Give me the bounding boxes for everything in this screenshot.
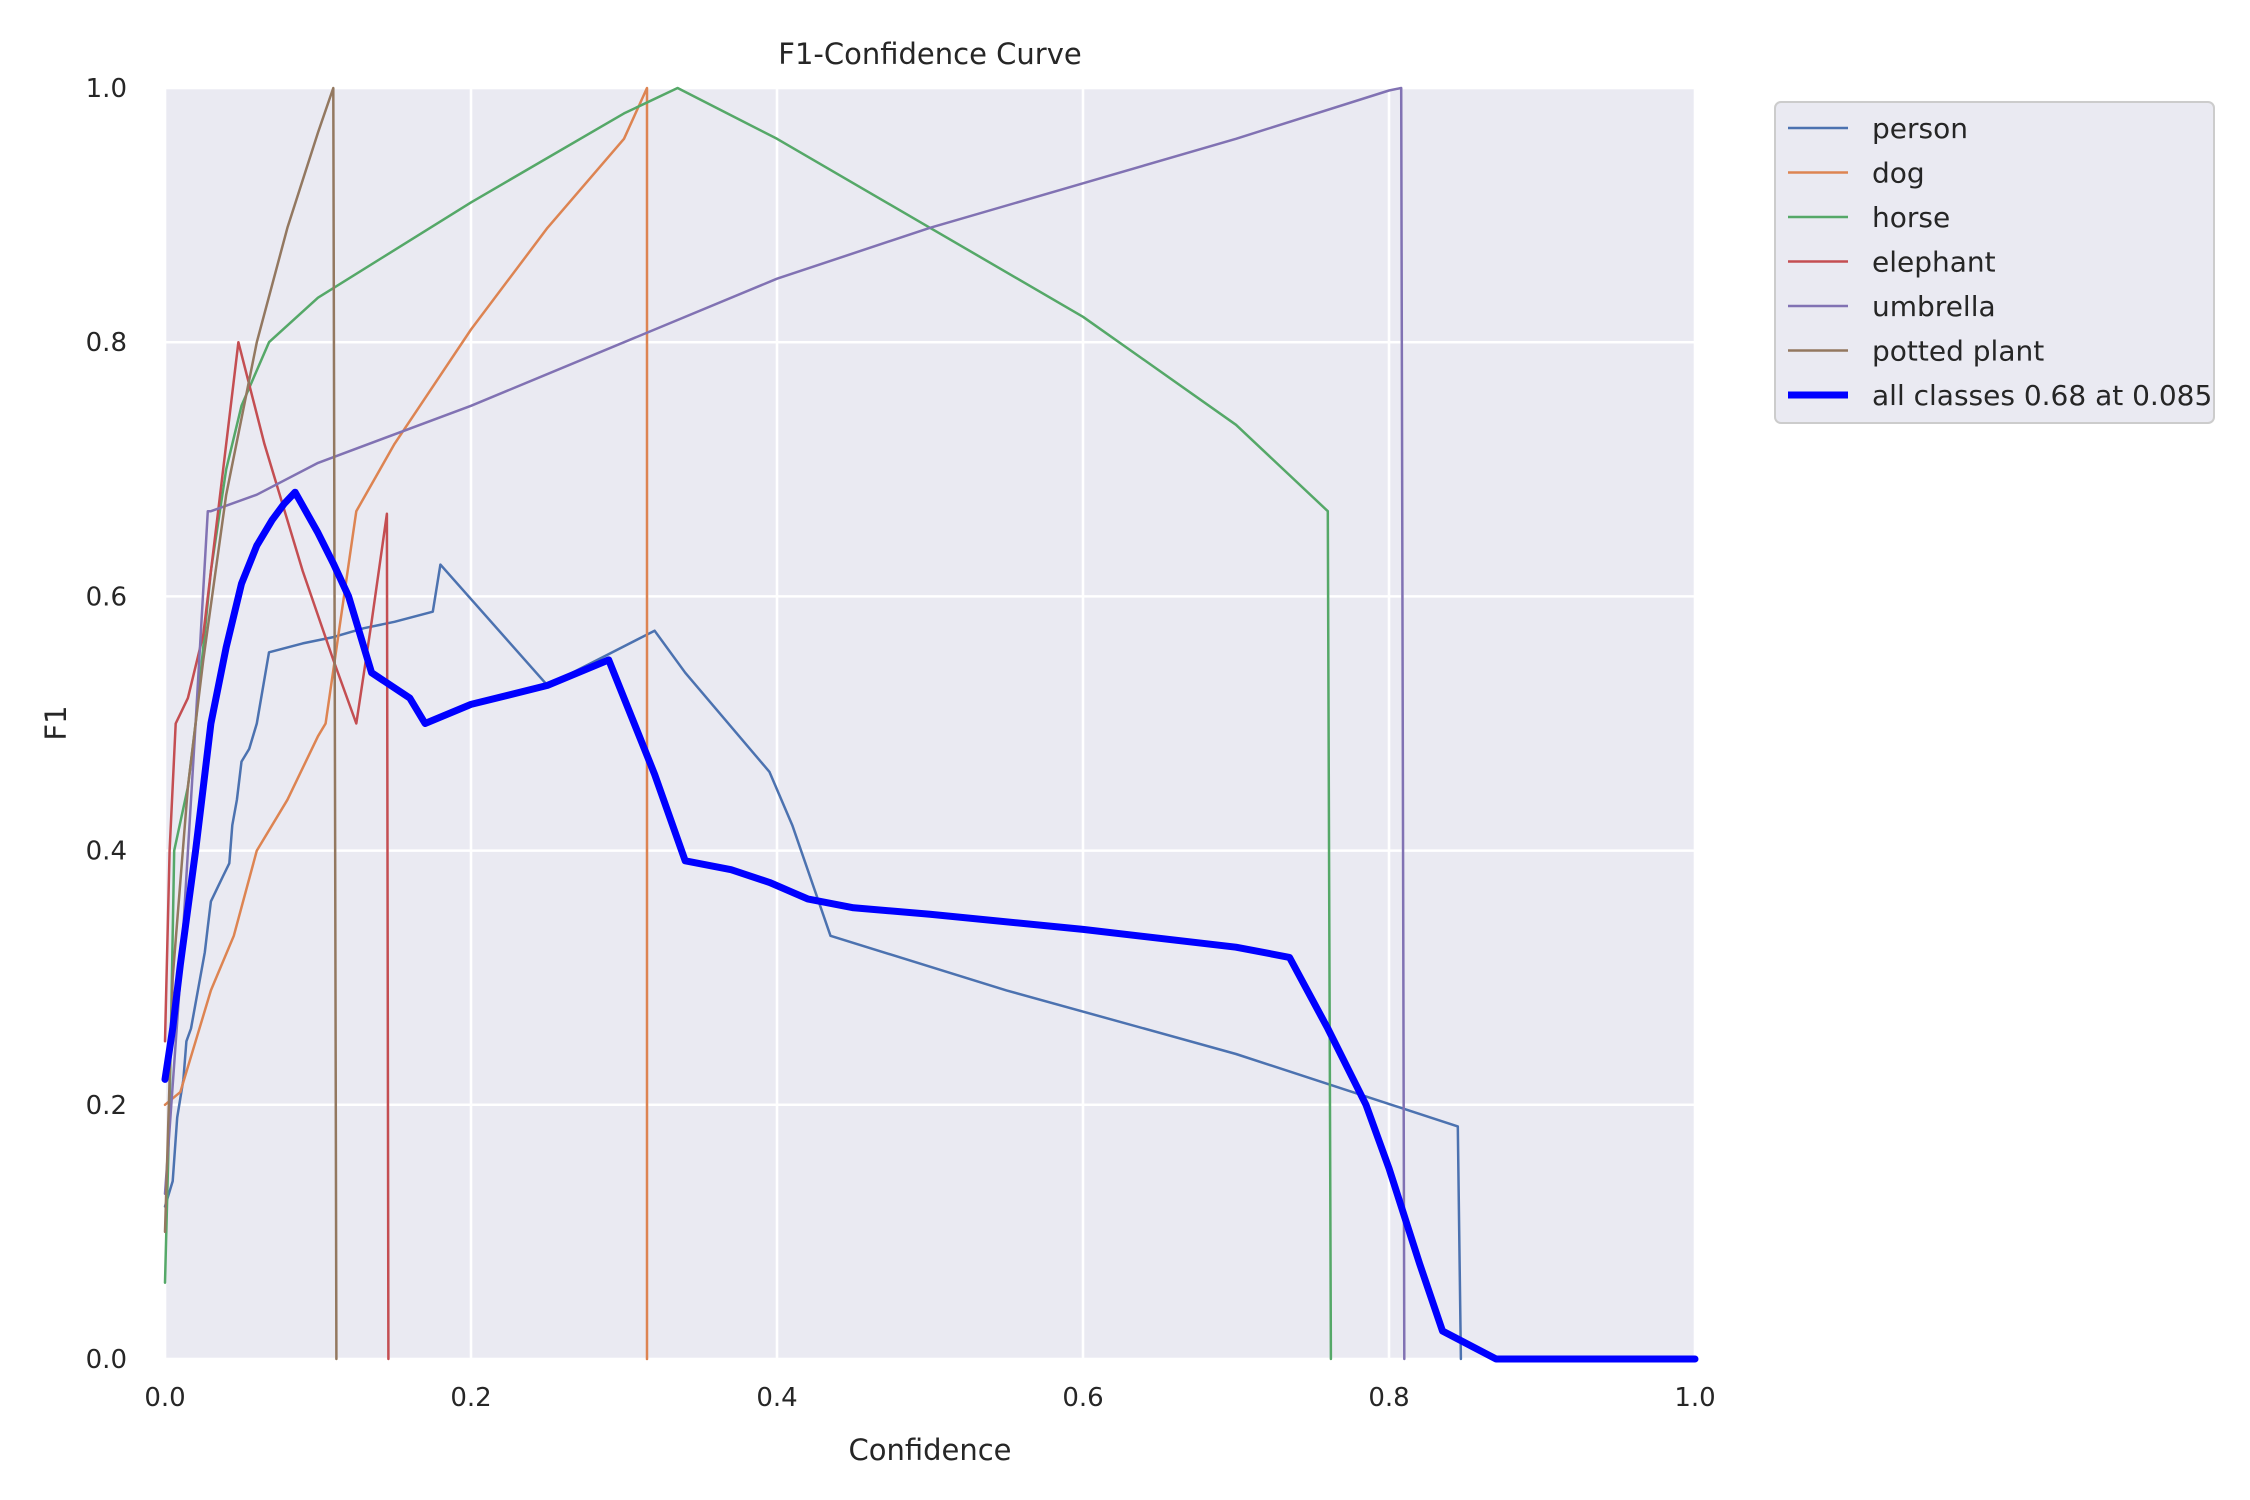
y-tick-label: 0.2 [86, 1091, 127, 1121]
y-tick-label: 1.0 [86, 74, 127, 104]
y-tick-label: 0.0 [86, 1345, 127, 1375]
legend-entry-label: potted plant [1872, 335, 2044, 368]
x-tick-label: 0.8 [1368, 1383, 1409, 1413]
y-axis-title: F1 [39, 705, 73, 740]
legend-entry-label: all classes 0.68 at 0.085 [1872, 379, 2212, 412]
x-tick-label: 1.0 [1674, 1383, 1715, 1413]
x-axis-title: Confidence [848, 1433, 1011, 1467]
x-tick-label: 0.0 [144, 1383, 185, 1413]
x-tick-label: 0.6 [1062, 1383, 1103, 1413]
legend-entry-label: elephant [1872, 246, 1996, 279]
legend-entry-label: umbrella [1872, 290, 1996, 323]
x-tick-label: 0.4 [756, 1383, 797, 1413]
y-tick-label: 0.4 [86, 837, 127, 867]
x-tick-label: 0.2 [450, 1383, 491, 1413]
legend-entry-label: dog [1872, 157, 1925, 190]
chart-title: F1-Confidence Curve [778, 37, 1081, 71]
y-tick-label: 0.6 [86, 582, 127, 612]
legend-entry-label: horse [1872, 201, 1950, 234]
plot-area [165, 88, 1695, 1359]
y-tick-label: 0.8 [86, 328, 127, 358]
legend-entry-label: person [1872, 112, 1968, 145]
legend: person dog horse elephant umbrella potted pla… [1775, 102, 2214, 423]
